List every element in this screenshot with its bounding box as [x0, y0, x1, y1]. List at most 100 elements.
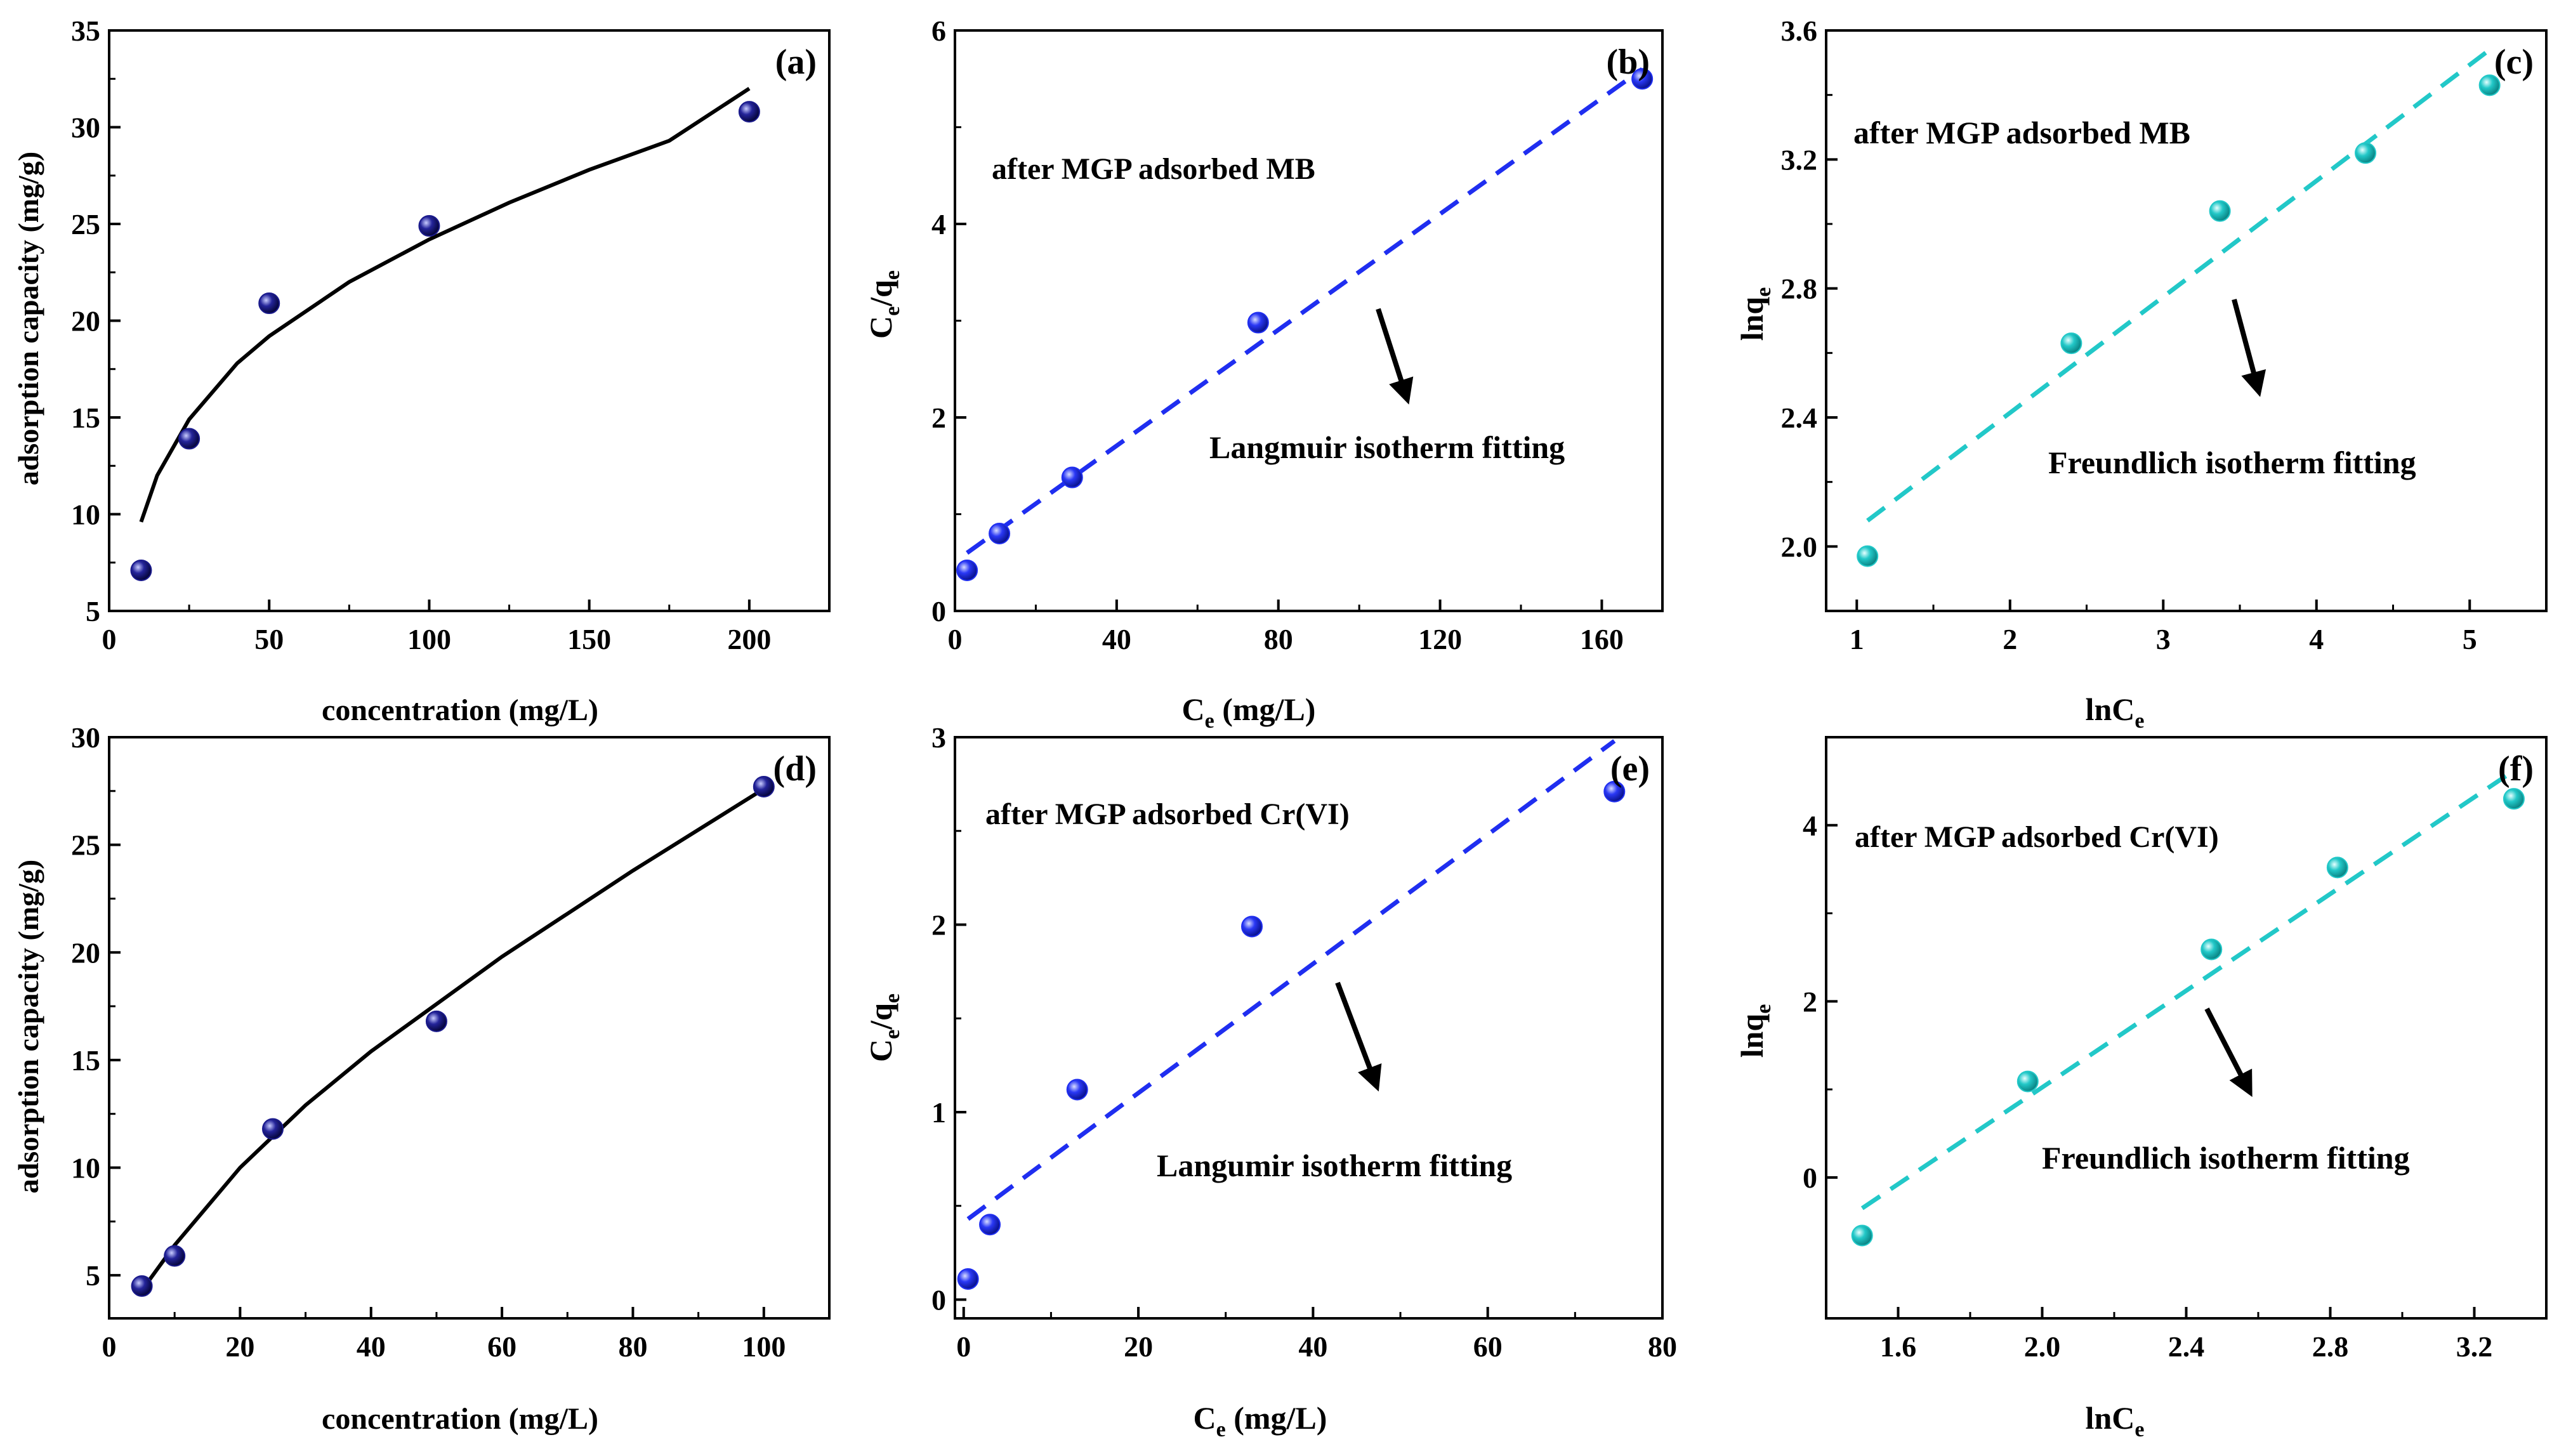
panel-e-annotation-2: Langumir isotherm fitting	[1157, 1148, 1512, 1183]
x-tick-label: 2	[2003, 623, 2017, 655]
y-tick-label: 3.2	[1781, 143, 1818, 176]
x-tick-label: 80	[618, 1330, 647, 1363]
y-tick-label: 20	[71, 936, 100, 969]
data-point	[2060, 332, 2082, 355]
plot-a: 0 50 100 150 200 5 10 15 20 25 30 35 (a)	[71, 15, 831, 655]
panel-e: Ce/qe Ce (mg/L) after MGP adsorbed Cr(VI…	[863, 797, 1512, 1441]
data-point	[956, 559, 978, 581]
panel-e-xlabel: Ce (mg/L)	[1194, 1400, 1327, 1441]
data-point	[753, 776, 775, 798]
y-tick-label: 2	[931, 402, 946, 434]
x-tick-label: 50	[254, 623, 284, 655]
plot-frame	[1825, 29, 2548, 612]
data-point	[989, 523, 1011, 544]
x-tick-label: 2.4	[2168, 1330, 2205, 1363]
y-tick-label: 15	[71, 402, 100, 434]
fit-line	[1866, 48, 2491, 523]
x-tick-label: 4	[2309, 623, 2324, 655]
data-point	[418, 215, 440, 237]
x-tick-label: 100	[742, 1330, 786, 1363]
data-point	[131, 1275, 153, 1297]
x-tick-label: 3.2	[2456, 1330, 2493, 1363]
plot-d: 0 20 40 60 80 100 5 10 15 20 25 30 (d)	[71, 721, 831, 1363]
y-tick-label: 30	[71, 112, 100, 144]
y-tick-label: 2	[931, 908, 946, 941]
panel-f-ylabel: lnqe	[1734, 1004, 1775, 1058]
panel-b-ylabel: Ce/qe	[863, 270, 904, 339]
x-tick-label: 40	[357, 1330, 386, 1363]
y-tick-label: 20	[71, 305, 100, 338]
y-tick-label: 2.0	[1781, 530, 1818, 563]
x-tick-label: 20	[1124, 1330, 1153, 1363]
x-tick-label: 150	[567, 623, 611, 655]
fit-line	[1860, 768, 2515, 1210]
data-point	[1857, 545, 1879, 567]
y-tick-label: 3.6	[1781, 15, 1818, 47]
y-tick-label: 5	[86, 1259, 100, 1292]
fit-line	[140, 787, 765, 1292]
panel-label: (e)	[1610, 749, 1650, 789]
panel-a: adsorption capacity (mg/g) concentration…	[12, 152, 598, 727]
panel-label: (b)	[1607, 43, 1650, 82]
data-point	[1241, 915, 1263, 938]
data-point	[2016, 1070, 2039, 1092]
x-tick-label: 0	[102, 623, 117, 655]
panel-d: adsorption capacity (mg/g) concentration…	[12, 860, 598, 1436]
panel-e-ylabel: Ce/qe	[863, 994, 904, 1062]
x-tick-label: 2.0	[2024, 1330, 2061, 1363]
panel-c-annotation-1: after MGP adsorbed MB	[1853, 115, 2190, 150]
x-tick-label: 0	[956, 1330, 971, 1363]
x-tick-label: 5	[2463, 623, 2477, 655]
panel-c-xlabel: lnCe	[2086, 692, 2145, 733]
plot-f: 1.6 2.0 2.4 2.8 3.2 0 2 4 (f)	[1803, 736, 2548, 1363]
data-point	[1066, 1079, 1088, 1101]
y-tick-label: 1	[931, 1096, 946, 1129]
x-tick-label: 60	[487, 1330, 516, 1363]
panel-a-xlabel: concentration (mg/L)	[322, 693, 598, 727]
panel-a-ylabel: adsorption capacity (mg/g)	[12, 152, 44, 485]
data-point	[1247, 312, 1269, 334]
plot-frame	[954, 29, 1664, 612]
plot-frame	[108, 736, 831, 1320]
y-tick-label: 5	[86, 595, 100, 627]
data-point	[164, 1245, 186, 1267]
panel-b-annotation-1: after MGP adsorbed MB	[992, 152, 1315, 186]
y-tick-label: 15	[71, 1044, 100, 1077]
x-tick-label: 1	[1850, 623, 1864, 655]
data-point	[2326, 856, 2348, 879]
panel-b-xlabel: Ce (mg/L)	[1182, 692, 1316, 733]
data-point	[2503, 788, 2525, 810]
data-point	[1061, 466, 1083, 489]
y-tick-label: 4	[1803, 810, 1817, 842]
y-tick-label: 35	[71, 15, 100, 47]
x-tick-label: 100	[407, 623, 451, 655]
data-point	[979, 1214, 1001, 1236]
y-tick-label: 10	[71, 499, 100, 531]
panel-e-arrow	[1335, 981, 1382, 1092]
data-point	[261, 1118, 284, 1140]
panel-b-arrow	[1376, 308, 1414, 405]
y-tick-label: 2.8	[1781, 273, 1818, 305]
panel-label: (a)	[775, 43, 817, 82]
y-tick-label: 25	[71, 208, 100, 240]
data-point	[1603, 780, 1626, 803]
panel-c-arrow	[2232, 298, 2266, 397]
data-point	[2209, 200, 2231, 222]
plot-b: 0 40 80 120 160 0 2 4 6 (b)	[931, 15, 1664, 655]
plot-c: 1 2 3 4 5 2.0 2.4 2.8 3.2 3.6 (c)	[1781, 15, 2548, 655]
y-tick-label: 2.4	[1781, 402, 1818, 434]
y-tick-label: 6	[931, 15, 946, 47]
panel-label: (f)	[2498, 749, 2534, 789]
panel-label: (c)	[2494, 43, 2534, 82]
data-point	[2478, 74, 2501, 96]
panel-c-annotation-2: Freundlich isotherm fitting	[2048, 445, 2416, 480]
x-tick-label: 40	[1298, 1330, 1327, 1363]
panel-b-annotation-2: Langmuir isotherm fitting	[1209, 430, 1565, 465]
fit-line	[139, 86, 751, 523]
data-point	[2200, 938, 2223, 961]
x-tick-label: 2.8	[2312, 1330, 2349, 1363]
y-tick-label: 4	[931, 208, 946, 240]
x-tick-label: 3	[2156, 623, 2171, 655]
x-tick-label: 0	[102, 1330, 117, 1363]
x-tick-label: 60	[1473, 1330, 1503, 1363]
